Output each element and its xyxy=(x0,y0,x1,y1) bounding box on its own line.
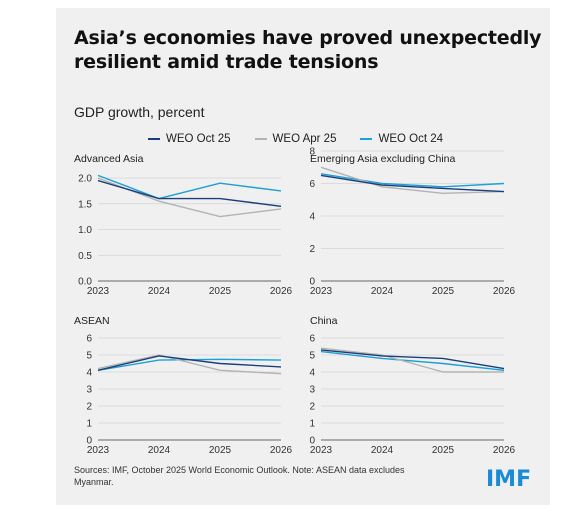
x-tick-label: 2025 xyxy=(432,445,455,456)
x-tick-label: 2023 xyxy=(87,286,110,297)
y-tick-label: 8 xyxy=(309,147,315,158)
chart-subtitle: GDP growth, percent xyxy=(74,104,205,120)
series-line-weo-apr-25 xyxy=(97,354,282,375)
legend-label-oct24: WEO Oct 24 xyxy=(378,133,444,145)
y-tick-label: 6 xyxy=(309,334,315,345)
legend-swatch-oct24 xyxy=(360,138,373,140)
y-tick-label: 2 xyxy=(309,402,315,413)
y-tick-label: 0 xyxy=(86,436,92,447)
y-tick-label: 1.5 xyxy=(78,199,92,210)
series-line-weo-apr-25 xyxy=(320,166,505,195)
x-tick-label: 2024 xyxy=(371,286,394,297)
x-tick-label: 2025 xyxy=(209,445,232,456)
panel-title: China xyxy=(310,315,338,327)
y-tick-label: 5 xyxy=(86,351,92,362)
y-tick-label: 2.0 xyxy=(78,174,92,185)
y-tick-label: 1 xyxy=(86,419,92,430)
x-tick-label: 2026 xyxy=(493,286,516,297)
legend-swatch-oct25 xyxy=(148,138,160,140)
y-tick-label: 4 xyxy=(86,368,92,379)
legend-swatch-apr25 xyxy=(254,138,267,140)
y-tick-label: 4 xyxy=(309,212,315,223)
series-line-weo-oct-24 xyxy=(320,350,505,371)
x-tick-label: 2026 xyxy=(270,445,293,456)
legend: WEO Oct 25 WEO Apr 25 WEO Oct 24 xyxy=(148,131,443,147)
y-tick-label: 1 xyxy=(309,419,315,430)
source-note: Sources: IMF, October 2025 World Economi… xyxy=(74,465,405,487)
x-tick-label: 2023 xyxy=(87,445,110,456)
series-line-weo-oct-25 xyxy=(320,174,505,193)
panel-title: ASEAN xyxy=(74,315,110,327)
legend-label-oct25: WEO Oct 25 xyxy=(166,133,231,145)
x-tick-label: 2025 xyxy=(432,286,455,297)
x-tick-label: 2026 xyxy=(270,286,293,297)
imf-logo: IMF xyxy=(486,467,532,492)
series-line-weo-oct-25 xyxy=(97,355,282,371)
x-tick-label: 2023 xyxy=(310,286,333,297)
x-tick-label: 2026 xyxy=(493,445,516,456)
chart-title: Asia’s economies have proved unexpectedl… xyxy=(74,26,544,74)
series-line-weo-oct-24 xyxy=(320,173,505,188)
panel-title: Advanced Asia xyxy=(74,153,144,165)
y-tick-label: 0.0 xyxy=(78,277,92,288)
x-tick-label: 2024 xyxy=(148,445,171,456)
y-tick-label: 4 xyxy=(309,368,315,379)
title-line-1: Asia’s economies have proved unexpectedl… xyxy=(74,27,542,49)
series-line-weo-apr-25 xyxy=(97,177,282,218)
title-line-2: resilient amid trade tensions xyxy=(74,51,379,73)
x-tick-label: 2024 xyxy=(148,286,171,297)
y-tick-label: 0.5 xyxy=(78,251,92,262)
y-tick-label: 3 xyxy=(86,385,92,396)
y-tick-label: 1.0 xyxy=(78,225,92,236)
panel-title: Emerging Asia excluding China xyxy=(310,153,455,165)
y-tick-label: 6 xyxy=(309,179,315,190)
y-tick-label: 6 xyxy=(86,334,92,345)
series-line-weo-oct-25 xyxy=(320,349,505,370)
legend-item-oct25: WEO Oct 25 xyxy=(148,131,231,147)
series-line-weo-oct-25 xyxy=(97,179,282,207)
series-line-weo-apr-25 xyxy=(320,347,504,373)
chart-card: Asia’s economies have proved unexpectedl… xyxy=(56,8,550,505)
y-tick-label: 2 xyxy=(86,402,92,413)
legend-item-apr25: WEO Apr 25 xyxy=(254,131,337,147)
y-tick-label: 2 xyxy=(309,244,315,255)
y-tick-label: 5 xyxy=(309,351,315,362)
legend-label-apr25: WEO Apr 25 xyxy=(272,133,337,145)
x-tick-label: 2025 xyxy=(209,286,232,297)
y-tick-label: 0 xyxy=(309,436,315,447)
x-tick-label: 2023 xyxy=(310,445,333,456)
series-line-weo-oct-24 xyxy=(97,174,282,200)
legend-item-oct24: WEO Oct 24 xyxy=(360,131,443,147)
y-tick-label: 0 xyxy=(309,277,315,288)
x-tick-label: 2024 xyxy=(371,445,394,456)
y-tick-label: 3 xyxy=(309,385,315,396)
